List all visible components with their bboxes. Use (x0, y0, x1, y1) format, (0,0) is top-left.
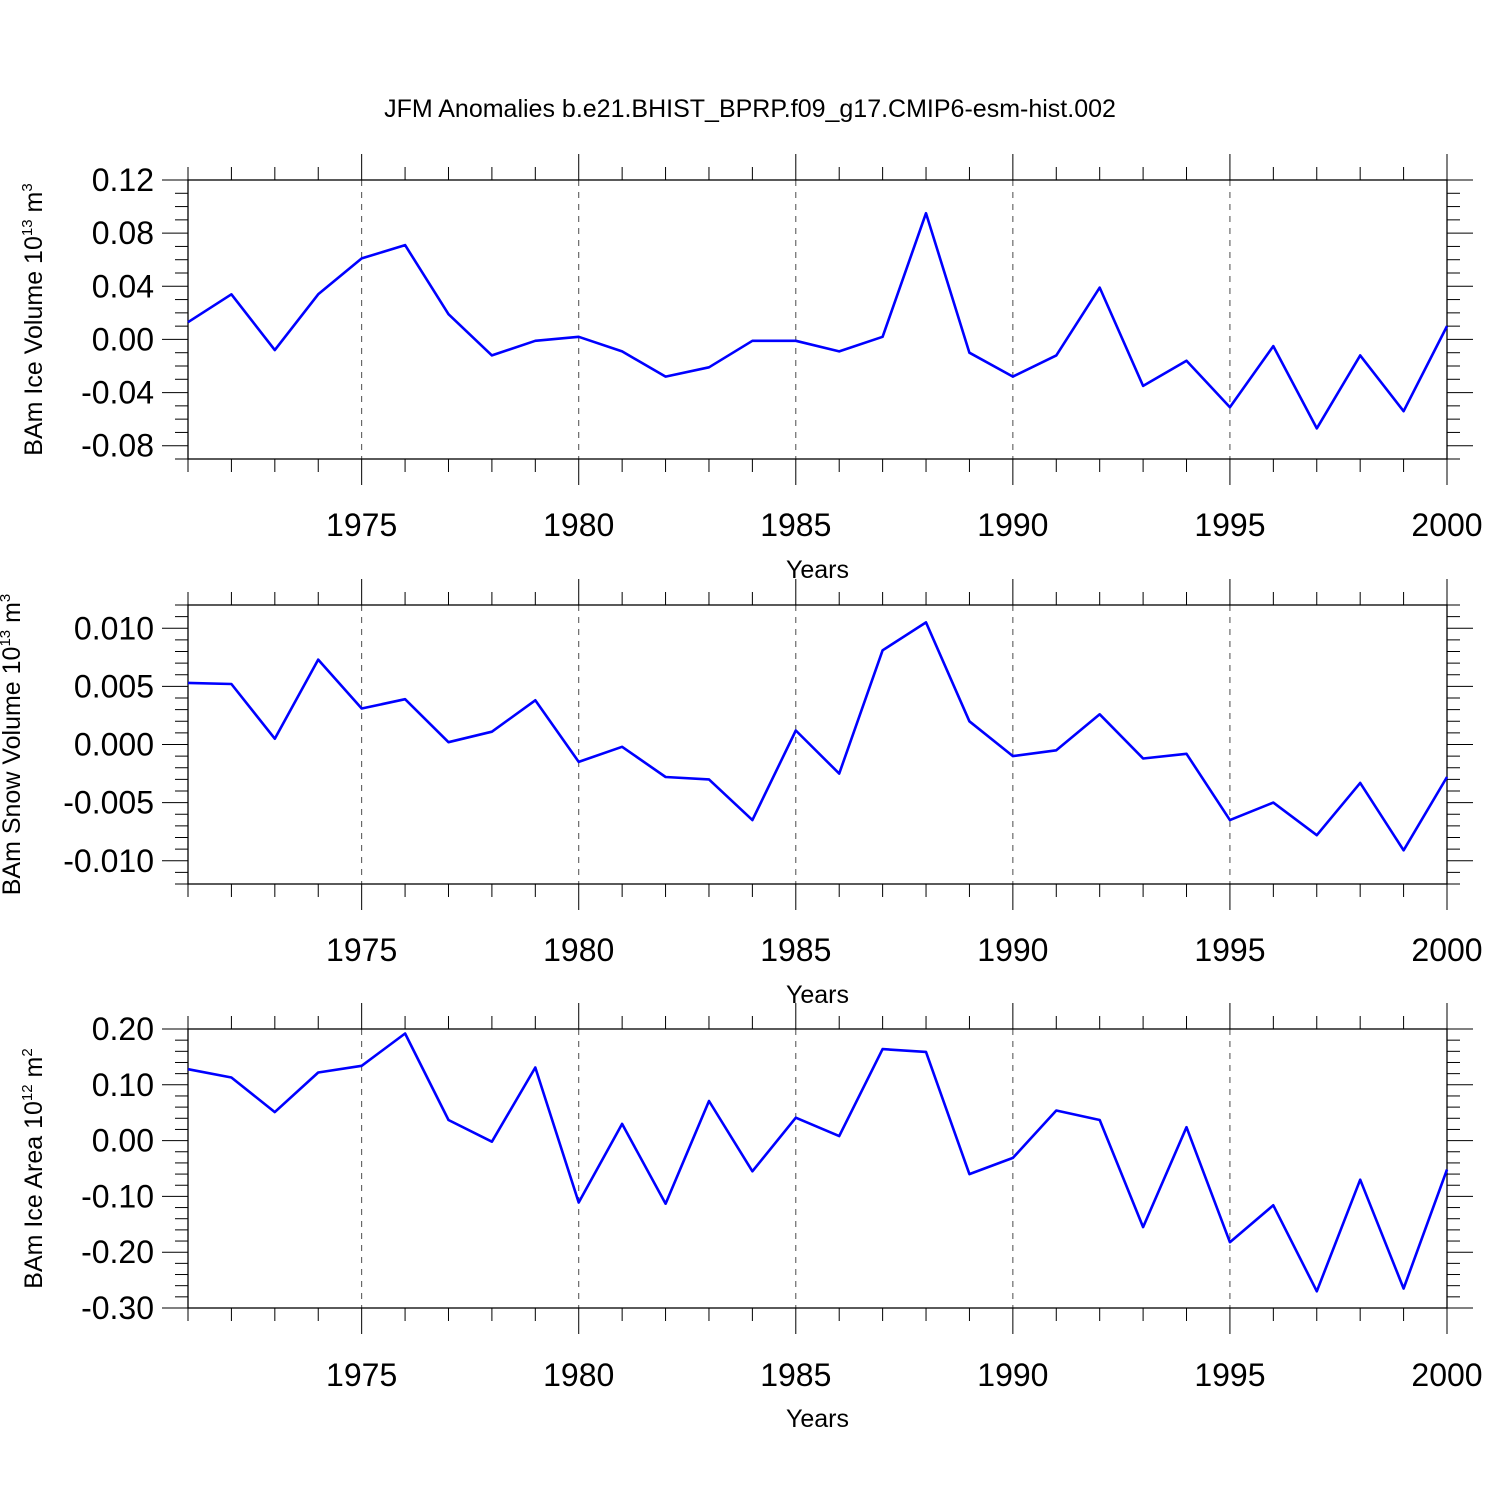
x-tick-label: 1995 (1194, 1357, 1265, 1393)
x-axis-title: Years (786, 1405, 849, 1433)
x-tick-label: 1980 (543, 507, 614, 543)
y-tick-label: 0.00 (92, 321, 154, 357)
series-line (187, 621, 1449, 852)
x-tick-label: 1980 (543, 1357, 614, 1393)
y-tick-label: -0.30 (81, 1290, 154, 1326)
x-axis-title: Years (786, 981, 849, 1009)
x-tick-label: 1985 (760, 1357, 831, 1393)
y-tick-label: 0.010 (74, 610, 154, 646)
x-tick-label: 2000 (1411, 507, 1482, 543)
x-tick-label: 1985 (760, 507, 831, 543)
chart-panel-1: 0.12 0.08 0.04 0.00 -0.04 -0.08 1975 1980 1985 19… (19, 154, 1483, 584)
x-tick-label: 1975 (326, 932, 397, 968)
x-tick-label: 1975 (326, 507, 397, 543)
y-tick-label: 0.000 (74, 727, 154, 763)
x-tick-label: 1995 (1194, 507, 1265, 543)
chart-panels: 0.12 0.08 0.04 0.00 -0.04 -0.08 1975 1980 1985 19… (0, 154, 1483, 1433)
plot-frame (187, 179, 1448, 460)
chart-panel-2: 0.010 0.005 0.000 -0.005 -0.010 1975 1980 1985 1… (0, 579, 1483, 1009)
y-axis-title: BAm Ice Volume 1013 m3 (19, 183, 48, 455)
series-line (187, 211, 1449, 430)
y-tick-label: 0.00 (92, 1123, 154, 1159)
x-tick-label: 1980 (543, 932, 614, 968)
series-line (187, 1032, 1449, 1293)
y-axis-title: BAm Ice Area 1012 m2 (19, 1048, 48, 1288)
x-tick-label: 2000 (1411, 1357, 1482, 1393)
y-tick-label: 0.08 (92, 215, 154, 251)
chart-panel-3: 0.20 0.10 0.00 -0.10 -0.20 -0.30 1975 1980 1985 1… (19, 1003, 1483, 1433)
x-tick-label: 1995 (1194, 932, 1265, 968)
y-axis-title: BAm Snow Volume 1013 m3 (0, 594, 26, 896)
x-tick-label: 1990 (977, 932, 1048, 968)
y-tick-label: -0.10 (81, 1178, 154, 1214)
y-tick-label: 0.12 (92, 162, 154, 198)
y-tick-label: -0.08 (81, 428, 154, 464)
x-tick-label: 1990 (977, 507, 1048, 543)
y-tick-label: 0.005 (74, 668, 154, 704)
y-tick-label: -0.20 (81, 1234, 154, 1270)
y-tick-label: 0.04 (92, 268, 154, 304)
x-tick-label: 1985 (760, 932, 831, 968)
y-tick-label: -0.04 (81, 375, 154, 411)
x-tick-label: 2000 (1411, 932, 1482, 968)
y-tick-label: 0.20 (92, 1011, 154, 1047)
y-tick-label: 0.10 (92, 1067, 154, 1103)
figure-title: JFM Anomalies b.e21.BHIST_BPRP.f09_g17.C… (384, 95, 1116, 123)
plot-frame (187, 1028, 1448, 1309)
y-tick-label: -0.010 (63, 843, 154, 879)
x-axis-title: Years (786, 556, 849, 584)
x-tick-label: 1975 (326, 1357, 397, 1393)
x-tick-label: 1990 (977, 1357, 1048, 1393)
y-tick-label: -0.005 (63, 785, 154, 821)
